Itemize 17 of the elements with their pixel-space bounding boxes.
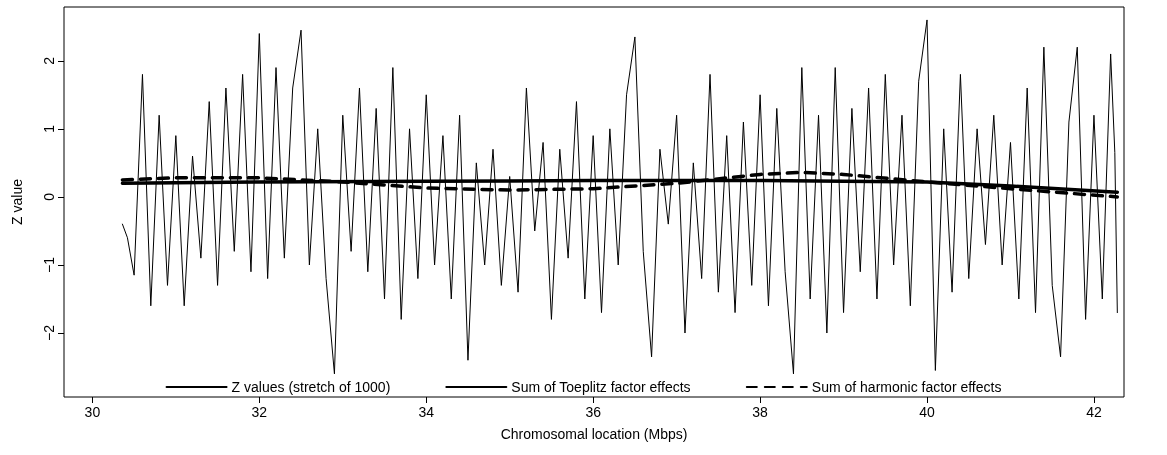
x-tick-label: 42 bbox=[1086, 404, 1102, 420]
x-tick-label: 36 bbox=[585, 404, 602, 420]
x-axis-title: Chromosomal location (Mbps) bbox=[500, 426, 688, 442]
x-tick-label: 40 bbox=[919, 404, 936, 420]
y-tick-label: 1 bbox=[41, 124, 57, 133]
x-tick-label: 32 bbox=[251, 404, 268, 420]
y-tick-label: −1 bbox=[41, 256, 57, 273]
x-tick-label: 30 bbox=[84, 404, 101, 420]
legend-label: Sum of harmonic factor effects bbox=[811, 379, 1002, 395]
x-tick-label: 38 bbox=[752, 404, 769, 420]
legend-label: Z values (stretch of 1000) bbox=[231, 379, 391, 395]
y-axis-title: Z value bbox=[9, 178, 25, 225]
x-tick-label: 34 bbox=[418, 404, 435, 420]
y-tick-label: 0 bbox=[41, 192, 57, 201]
y-tick-label: 2 bbox=[41, 56, 57, 65]
y-tick-label: −2 bbox=[41, 324, 57, 342]
legend-label: Sum of Toeplitz factor effects bbox=[511, 379, 691, 395]
